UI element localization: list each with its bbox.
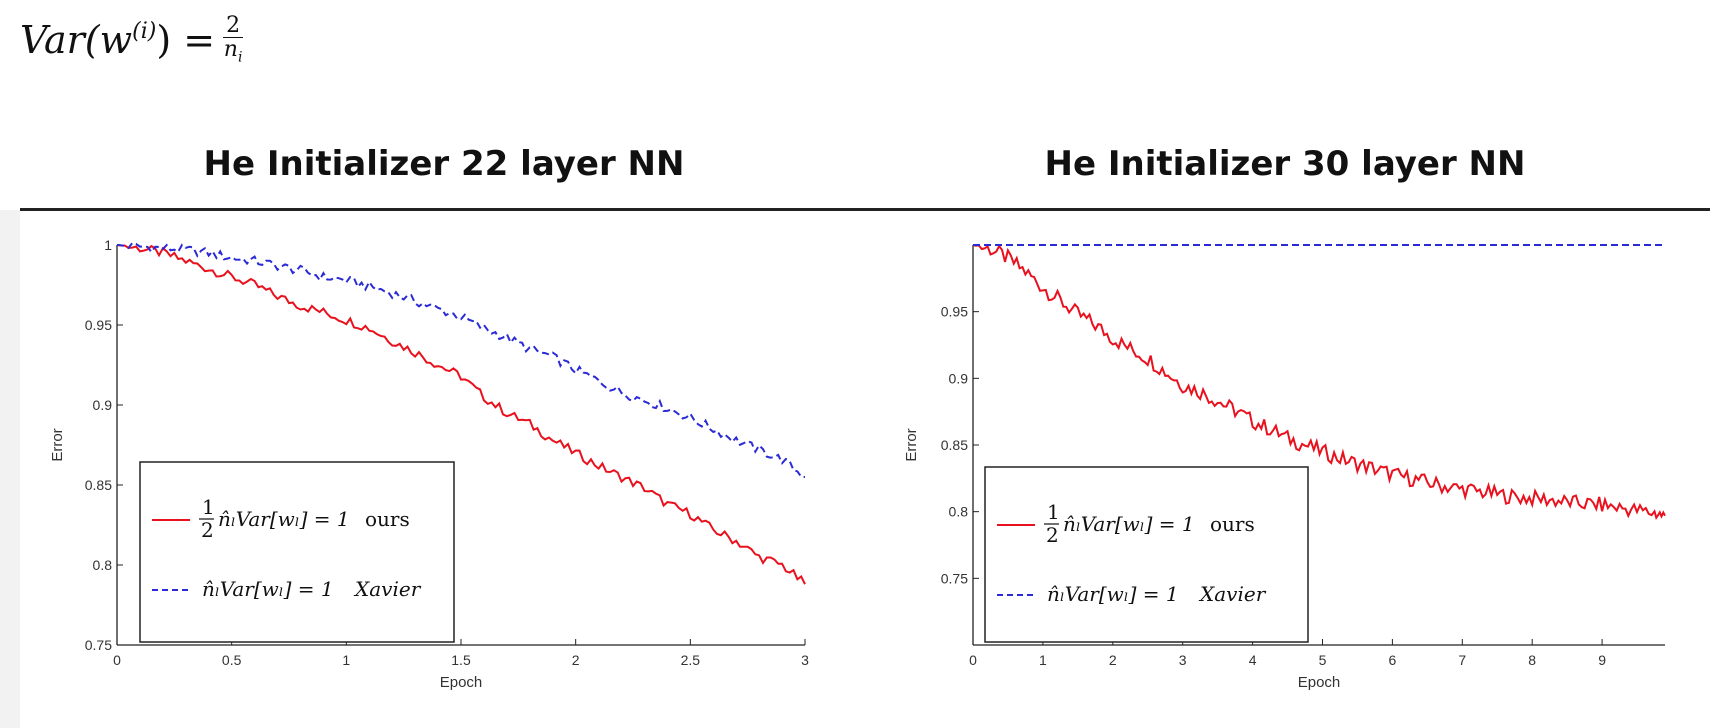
y-axis-label: Error [49, 428, 66, 461]
divider-right [875, 208, 1710, 211]
legend-formula-xavier: n̂ₗVar[wₗ] = 1 [1047, 582, 1179, 606]
formula-lhs: Var(w [20, 17, 133, 62]
chart-22-layer: 0.75 0.8 0.85 0.9 0.95 1 0 0.5 1 1.5 2 2.5 3 Epoch Err… [49, 237, 809, 691]
formula-superscript: (i) [132, 19, 157, 45]
legend-box [139, 461, 455, 643]
legend-formula-ours: n̂ₗVar[wₗ] = 1 [1063, 512, 1195, 536]
y-tick-label: 0.9 [93, 397, 113, 413]
divider-left [20, 208, 875, 211]
legend-formula-ours: n̂ₗVar[wₗ] = 1 [218, 507, 350, 531]
x-tick-label: 1.5 [451, 652, 471, 668]
formula-denominator-base: n [223, 37, 238, 63]
legend-box [984, 466, 1309, 643]
x-tick-label: 3 [801, 652, 809, 668]
legend-label-xavier: Xavier [353, 577, 422, 601]
legend-frac-num: 1 [1047, 500, 1060, 524]
x-axis-label: Epoch [440, 674, 483, 691]
x-tick-label: 2 [1109, 652, 1117, 668]
x-tick-label: 7 [1458, 652, 1466, 668]
legend-frac-den: 2 [1046, 523, 1059, 547]
x-tick-label: 0.5 [222, 652, 242, 668]
y-tick-label: 0.95 [941, 304, 968, 320]
x-tick-label: 0 [969, 652, 977, 668]
formula-equals: ) = [156, 17, 216, 62]
y-tick-label: 0.75 [85, 637, 112, 653]
legend-label-xavier: Xavier [1198, 582, 1267, 606]
legend-formula-xavier: n̂ₗVar[wₗ] = 1 [202, 577, 334, 601]
x-axis-label: Epoch [1298, 674, 1341, 691]
y-tick-label: 0.85 [941, 437, 968, 453]
formula-denominator-sub: i [237, 49, 243, 66]
series-line-ours [972, 244, 1666, 520]
variance-formula: Var(w (i)) = 2 ni [20, 14, 244, 65]
legend-frac-num: 1 [202, 495, 215, 519]
series-line-xavier [116, 241, 806, 478]
legend-frac-den: 2 [201, 518, 214, 542]
legend-label-ours: ours [365, 507, 410, 531]
x-tick-label: 5 [1319, 652, 1327, 668]
formula-fraction: 2 ni [223, 14, 244, 65]
chart-30-layer: 0.750.80.850.90.950 1 2 3 4 5 6 7 8 9EpochError12… [903, 244, 1666, 691]
x-tick-label: 6 [1388, 652, 1396, 668]
y-tick-label: 0.9 [949, 370, 969, 386]
x-tick-label: 2 [572, 652, 580, 668]
y-tick-label: 0.8 [93, 557, 113, 573]
left-margin-shade [0, 210, 20, 728]
x-tick-label: 3 [1179, 652, 1187, 668]
chart-title-right: He Initializer 30 layer NN [1044, 144, 1526, 184]
x-tick-label: 8 [1528, 652, 1536, 668]
y-tick-label: 1 [104, 237, 112, 253]
x-tick-label: 1 [1039, 652, 1047, 668]
y-tick-label: 0.8 [949, 504, 969, 520]
x-tick-label: 9 [1598, 652, 1606, 668]
legend-label-ours: ours [1210, 512, 1255, 536]
x-tick-label: 1 [342, 652, 350, 668]
y-axis-label: Error [903, 428, 920, 461]
series-line-ours [116, 244, 806, 585]
x-tick-label: 2.5 [681, 652, 701, 668]
x-tick-label: 4 [1249, 652, 1257, 668]
y-tick-label: 0.85 [85, 477, 112, 493]
y-tick-label: 0.75 [941, 570, 968, 586]
formula-denominator: ni [224, 38, 243, 65]
x-tick-label: 0 [113, 652, 121, 668]
formula-numerator: 2 [223, 14, 244, 39]
y-tick-label: 0.95 [85, 317, 112, 333]
chart-title-left: He Initializer 22 layer NN [203, 144, 685, 184]
